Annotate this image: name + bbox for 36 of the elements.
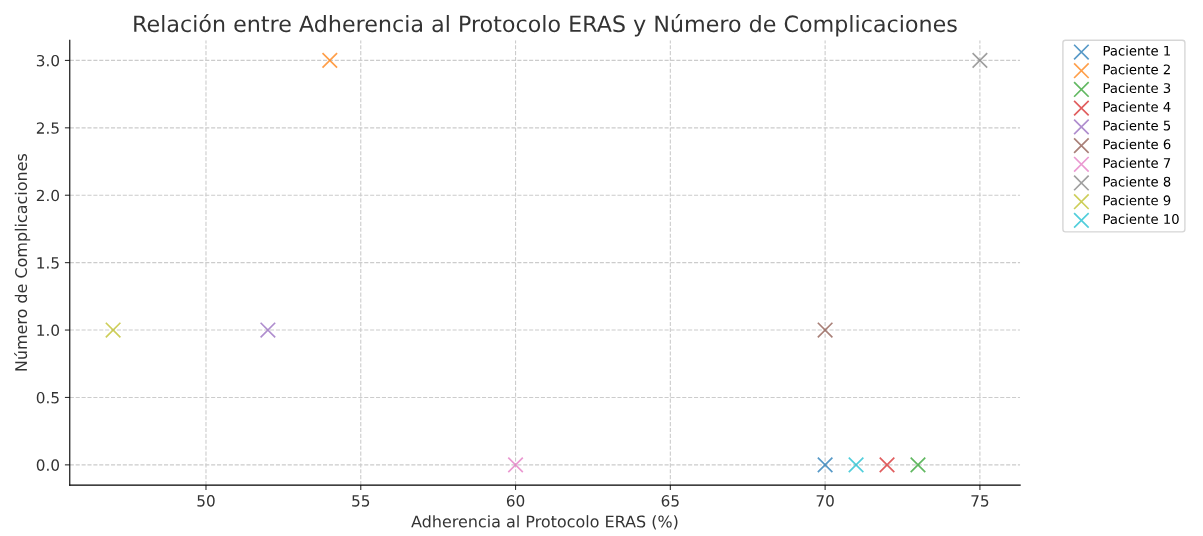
point [909, 456, 927, 473]
legend-label: Paciente 5 [1103, 120, 1171, 131]
legend-label: Paciente 7 [1103, 157, 1171, 168]
y-tick-label: 2.0 [36, 189, 60, 202]
legend-label: Paciente 3 [1103, 82, 1171, 94]
point [507, 456, 524, 473]
legend-label: Paciente 1 [1103, 45, 1170, 56]
legend-label: Paciente 6 [1103, 139, 1171, 150]
y-tick-label: 2.5 [36, 122, 59, 134]
x-tick-label: 70 [816, 495, 834, 507]
point [878, 456, 896, 473]
legend-label: Paciente 9 [1103, 195, 1171, 206]
legend-label: Paciente 8 [1103, 176, 1171, 187]
legend-label: Paciente 4 [1103, 101, 1171, 112]
y-tick-label: 3.0 [36, 54, 60, 67]
y-tick-label: 1.5 [37, 257, 59, 269]
x-tick-label: 55 [352, 495, 370, 507]
y-tick-label: 1.0 [37, 324, 60, 337]
point [321, 52, 338, 69]
y-tick-label: 0.5 [36, 391, 59, 404]
point [259, 321, 277, 339]
point [816, 456, 834, 473]
legend-label: Paciente 2 [1103, 64, 1170, 75]
point [971, 52, 989, 69]
x-tick-label: 50 [197, 495, 215, 507]
x-tick-label: 75 [971, 495, 989, 507]
legend-label: Paciente 10 [1103, 213, 1179, 225]
chart-title: Relación entre Adherencia al Protocolo ERAS y Número de Complicaciones [134, 14, 957, 37]
y-tick-label: 0.0 [36, 459, 60, 471]
y-axis-title: Número de Complicaciones [14, 153, 31, 371]
x-axis-title: Adherencia al Protocolo ERAS (%) [411, 515, 678, 530]
x-tick-label: 60 [506, 495, 525, 507]
x-tick-label: 65 [661, 495, 679, 507]
point [104, 321, 122, 339]
point [816, 321, 834, 339]
point [847, 456, 865, 473]
